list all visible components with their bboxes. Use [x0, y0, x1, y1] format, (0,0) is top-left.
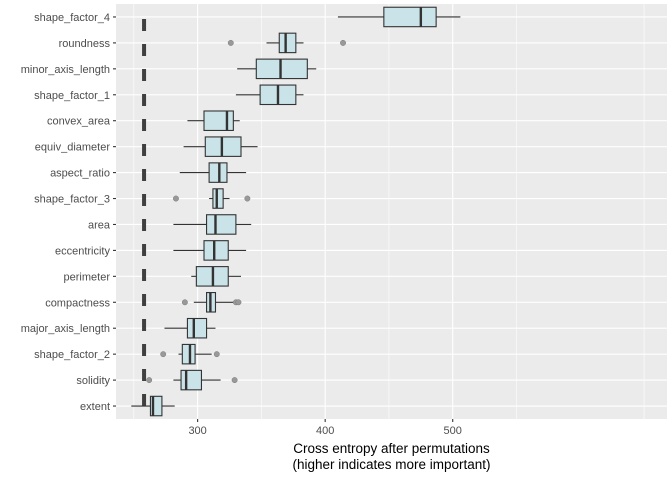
y-tick-label: shape_factor_3	[34, 194, 110, 206]
outlier-point	[227, 39, 234, 46]
box-compactness	[181, 292, 242, 313]
iqr-box	[208, 162, 228, 183]
y-tick-label: minor_axis_length	[21, 64, 110, 76]
iqr-box	[204, 136, 242, 157]
box-area	[173, 214, 252, 235]
box-major_axis_length	[164, 317, 216, 339]
x-axis-title-line-1: Cross entropy after permutations	[293, 441, 490, 456]
y-tick-label: aspect_ratio	[50, 168, 110, 180]
y-axis: shape_factor_4 roundness minor_axis_length…	[21, 12, 116, 413]
x-axis-title-line-2: (higher indicates more important)	[292, 457, 490, 472]
plot-panel	[116, 4, 667, 419]
y-tick-label: shape_factor_1	[34, 90, 110, 102]
y-tick-label: shape_factor_4	[34, 12, 110, 24]
box-convex_area	[187, 110, 240, 131]
iqr-box	[180, 369, 203, 391]
iqr-box	[149, 395, 163, 417]
y-tick-label: perimeter	[64, 271, 111, 283]
x-axis: 300 400 500	[188, 419, 462, 437]
grid-major	[116, 4, 667, 419]
box-equiv_diameter	[183, 136, 258, 157]
iqr-box	[255, 58, 308, 80]
box-extent	[131, 395, 175, 417]
outlier-point	[160, 351, 167, 358]
outlier-point	[231, 377, 238, 384]
iqr-box	[203, 110, 234, 131]
outlier-point	[172, 195, 179, 202]
x-tick-label: 400	[316, 425, 334, 437]
x-tick-label: 500	[444, 425, 462, 437]
box-minor_axis_length	[237, 58, 317, 80]
box-aspect_ratio	[179, 162, 247, 183]
iqr-box	[383, 6, 437, 28]
iqr-box	[203, 240, 229, 261]
outlier-point	[235, 299, 242, 306]
box-shape_factor_4	[337, 6, 461, 28]
box-eccentricity	[173, 240, 247, 261]
x-tick-label: 300	[188, 425, 206, 437]
y-tick-label: shape_factor_2	[34, 349, 110, 361]
y-tick-label: compactness	[45, 297, 110, 309]
iqr-box	[278, 32, 297, 54]
iqr-box	[206, 214, 237, 235]
box-shape_factor_1	[235, 84, 304, 106]
box-shape_factor_3	[172, 188, 251, 209]
outlier-point	[213, 351, 220, 358]
y-tick-label: equiv_diameter	[35, 142, 111, 154]
outlier-point	[244, 195, 251, 202]
box-solidity	[146, 369, 238, 391]
boxes	[131, 6, 461, 417]
y-tick-label: solidity	[76, 375, 110, 387]
outlier-point	[340, 39, 346, 46]
iqr-box	[186, 317, 208, 339]
iqr-box	[181, 343, 196, 365]
box-perimeter	[191, 266, 241, 287]
outlier-point	[181, 299, 188, 306]
box-shape_factor_2	[160, 343, 220, 365]
y-tick-label: major_axis_length	[21, 323, 110, 335]
y-tick-label: extent	[80, 401, 110, 413]
box-roundness	[227, 32, 346, 54]
y-tick-label: eccentricity	[55, 245, 111, 257]
iqr-box	[212, 188, 224, 209]
y-tick-label: roundness	[59, 38, 111, 50]
outlier-point	[146, 377, 153, 384]
y-tick-label: convex_area	[47, 116, 111, 128]
y-tick-label: area	[88, 219, 111, 231]
